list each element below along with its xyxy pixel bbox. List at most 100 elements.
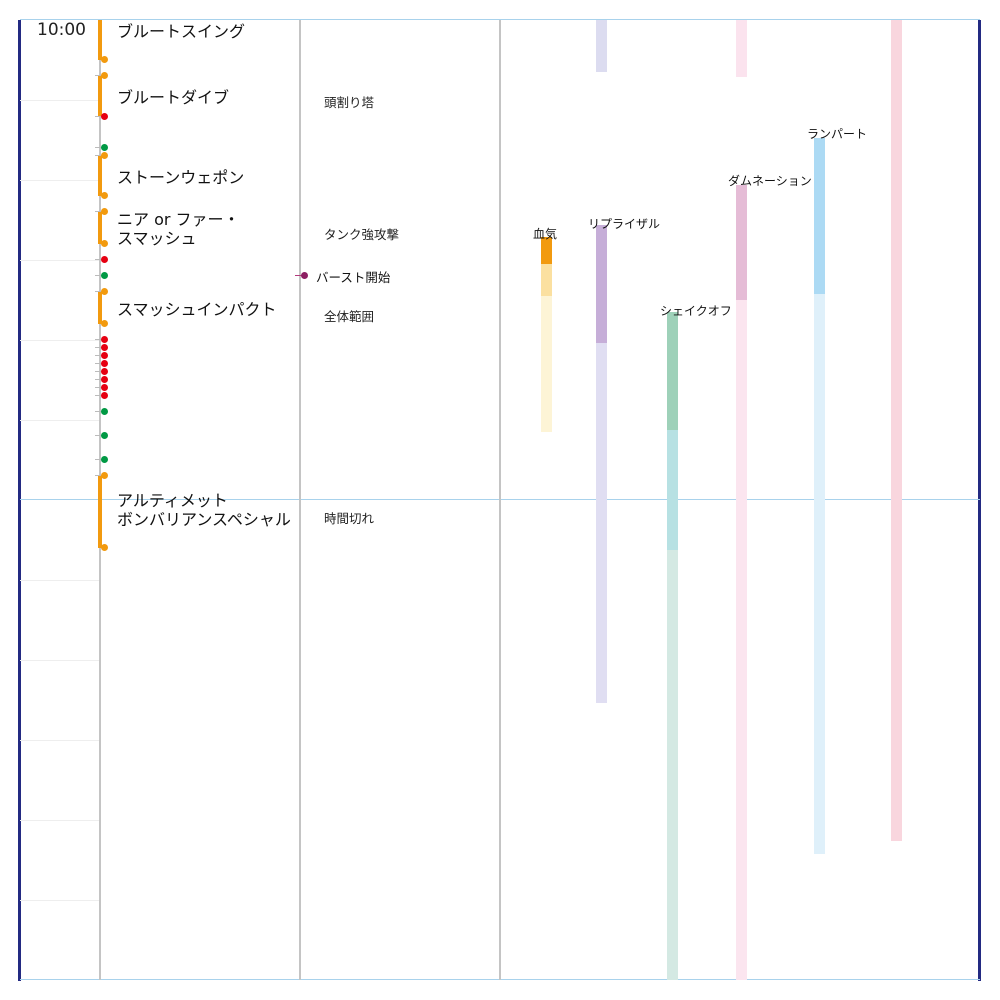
skill-name-line: アルティメット [117, 491, 228, 510]
minor-gridline [20, 260, 100, 261]
buff-bar-recast [667, 550, 678, 980]
cast-marker [101, 208, 108, 215]
damage-marker [101, 344, 108, 351]
minor-gridline [20, 820, 100, 821]
cast-marker [101, 72, 108, 79]
buff-bar-active [541, 237, 552, 264]
skill-name-line: ボンバリアンスペシャル [117, 510, 291, 529]
burst-start-label: バースト開始 [316, 270, 391, 285]
minor-gridline [20, 340, 100, 341]
skill-name: ストーンウェポン [117, 168, 245, 187]
cast-marker [101, 320, 108, 327]
damage-marker [101, 113, 108, 120]
buff-bar-recast [814, 294, 825, 854]
event-marker [101, 432, 108, 439]
skill-note: 頭割り塔 [324, 95, 375, 110]
minor-gridline [20, 580, 100, 581]
event-tick [95, 155, 103, 156]
skill-note: タンク強攻撃 [324, 227, 400, 242]
skill-name: スマッシュインパクト [117, 300, 277, 319]
cast-marker [101, 544, 108, 551]
minor-gridline [20, 100, 100, 101]
buff-bar-effect [541, 264, 552, 296]
column-divider [299, 20, 301, 980]
skill-note: 全体範囲 [324, 309, 375, 324]
cast-marker [101, 288, 108, 295]
event-tick [95, 355, 103, 356]
event-marker [101, 272, 108, 279]
event-tick [95, 459, 103, 460]
cast-bar [98, 292, 102, 324]
event-tick [95, 211, 103, 212]
event-tick [95, 395, 103, 396]
minor-gridline [20, 740, 100, 741]
event-tick [95, 339, 103, 340]
event-marker [101, 408, 108, 415]
event-tick [95, 259, 103, 260]
minor-gridline [20, 180, 100, 181]
skill-name-line: ニア or ファー・ [117, 210, 240, 229]
cast-bar [98, 76, 102, 116]
damage-marker [101, 256, 108, 263]
buff-bar-recast [541, 296, 552, 432]
buff-label: ダムネーション [728, 174, 812, 188]
cast-marker [101, 56, 108, 63]
burst-start-tick [295, 275, 304, 276]
event-tick [95, 379, 103, 380]
cast-marker [101, 240, 108, 247]
cast-bar [98, 476, 102, 548]
buff-bar-active [736, 185, 747, 300]
event-tick [95, 275, 103, 276]
damage-marker [101, 352, 108, 359]
skill-name: ブルートスイング [117, 22, 246, 41]
buff-label: シェイクオフ [660, 304, 732, 318]
event-tick [95, 363, 103, 364]
damage-marker [101, 376, 108, 383]
frame-right-border [978, 20, 981, 981]
event-tick [95, 347, 103, 348]
buff-bar-faded [596, 20, 607, 72]
event-tick [95, 291, 103, 292]
column-divider [499, 20, 501, 980]
event-marker [101, 456, 108, 463]
top-border-line [20, 19, 980, 20]
skill-name-line: スマッシュ [117, 229, 197, 248]
buff-bar-faded [891, 20, 902, 841]
buff-bar-active [667, 312, 678, 430]
event-tick [95, 387, 103, 388]
damage-marker [101, 392, 108, 399]
minor-gridline [20, 900, 100, 901]
event-tick [95, 147, 103, 148]
damage-marker [101, 384, 108, 391]
skill-note: 時間切れ [324, 511, 375, 526]
frame-left-border [18, 20, 21, 981]
cast-marker [101, 192, 108, 199]
cast-bar [98, 156, 102, 196]
damage-marker [101, 368, 108, 375]
skill-name: ブルートダイブ [117, 88, 230, 107]
damage-marker [101, 360, 108, 367]
minor-gridline [20, 420, 100, 421]
buff-bar-recast [736, 300, 747, 980]
event-tick [95, 435, 103, 436]
event-tick [95, 475, 103, 476]
damage-marker [101, 336, 108, 343]
buff-bar-effect [667, 430, 678, 550]
buff-bar-active [596, 225, 607, 343]
event-marker [101, 144, 108, 151]
buff-label: 血気 [533, 227, 558, 241]
buff-label: リプライザル [588, 217, 661, 231]
minor-gridline [20, 660, 100, 661]
buff-bar-recast [596, 343, 607, 703]
event-tick [95, 371, 103, 372]
event-tick [95, 75, 103, 76]
event-tick [95, 411, 103, 412]
cast-marker [101, 472, 108, 479]
cast-marker [101, 152, 108, 159]
cast-bar [98, 212, 102, 244]
cast-bar [98, 20, 102, 60]
buff-bar-active [814, 138, 825, 294]
buff-bar-faded [736, 20, 747, 77]
buff-label: ランパート [807, 127, 868, 141]
